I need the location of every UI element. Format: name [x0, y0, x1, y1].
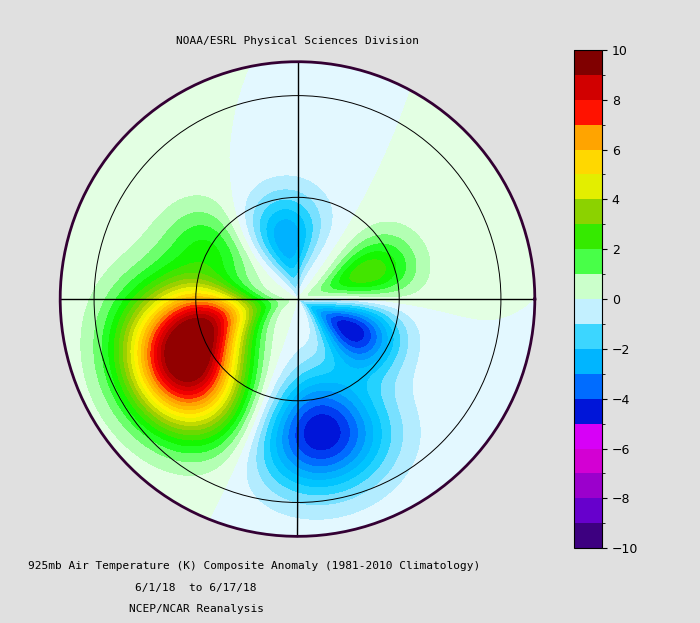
Title: NOAA/ESRL Physical Sciences Division: NOAA/ESRL Physical Sciences Division: [176, 36, 419, 46]
Text: 6/1/18  to 6/17/18: 6/1/18 to 6/17/18: [135, 583, 257, 592]
Text: 925mb Air Temperature (K) Composite Anomaly (1981-2010 Climatology): 925mb Air Temperature (K) Composite Anom…: [28, 561, 480, 571]
Text: NCEP/NCAR Reanalysis: NCEP/NCAR Reanalysis: [129, 604, 263, 614]
